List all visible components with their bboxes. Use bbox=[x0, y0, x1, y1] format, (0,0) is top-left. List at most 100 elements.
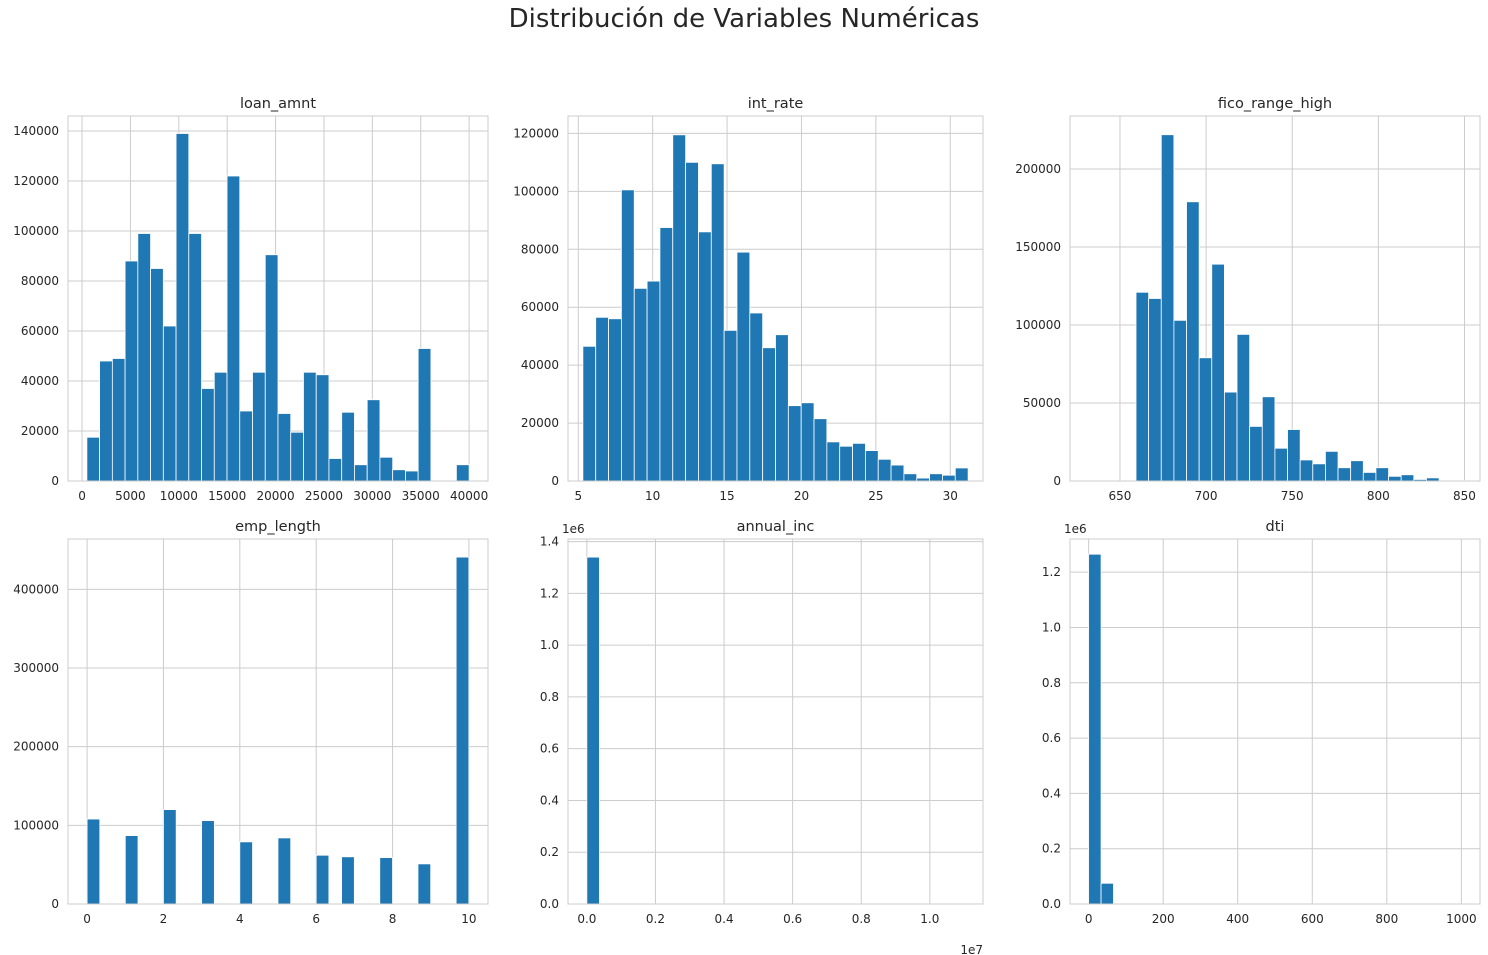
x-tick-label: 0.2 bbox=[646, 912, 665, 926]
histogram-bar bbox=[303, 371, 317, 482]
histogram-bar bbox=[621, 189, 635, 482]
x-tick-label: 10000 bbox=[160, 489, 198, 503]
y-tick-label: 60000 bbox=[521, 300, 559, 314]
x-tick-label: 850 bbox=[1453, 489, 1476, 503]
histogram-bar bbox=[1299, 459, 1314, 482]
histogram-bar bbox=[1100, 882, 1114, 905]
histogram-bar bbox=[582, 345, 597, 482]
x-tick-label: 25000 bbox=[305, 489, 343, 503]
histogram-bar bbox=[800, 402, 815, 482]
histogram-bar bbox=[942, 474, 956, 482]
histogram-bar bbox=[405, 470, 419, 482]
subplot-annual_inc: 0.0 0.2 0.4 0.6 0.8 1.0 0.0 0.2 0.4 0.6 0.8 1.0 1.2 1… bbox=[540, 519, 984, 955]
histogram-bar bbox=[1388, 475, 1402, 482]
histogram-bar bbox=[1375, 467, 1389, 482]
histogram-bar bbox=[787, 405, 802, 482]
x-tick-label: 600 bbox=[1301, 912, 1324, 926]
subplot-title: int_rate bbox=[748, 96, 804, 112]
y-tick-label: 0.2 bbox=[540, 845, 559, 859]
histogram-bar bbox=[903, 473, 918, 482]
histogram-bar bbox=[877, 458, 892, 482]
x-tick-label: 800 bbox=[1375, 912, 1398, 926]
histogram-bar bbox=[1236, 333, 1251, 482]
y-tick-label: 40000 bbox=[521, 358, 559, 372]
histogram-bar bbox=[1287, 429, 1301, 482]
axes-frame bbox=[567, 538, 984, 905]
y-tick-label: 150000 bbox=[1015, 240, 1061, 254]
y-tick-label: 50000 bbox=[1023, 396, 1061, 410]
histogram-bar bbox=[1249, 426, 1263, 482]
histogram-bar bbox=[455, 556, 470, 905]
subplot-title: loan_amnt bbox=[240, 96, 316, 112]
histogram-bar bbox=[1173, 319, 1187, 482]
y-tick-label: 0.0 bbox=[540, 897, 559, 911]
x-tick-label: 20000 bbox=[256, 489, 294, 503]
y-tick-label: 200000 bbox=[13, 740, 59, 754]
y-tick-label: 1.2 bbox=[540, 586, 559, 600]
histogram-bar bbox=[646, 280, 661, 482]
x-tick-label: 650 bbox=[1109, 489, 1132, 503]
histogram-bar bbox=[736, 251, 751, 482]
histogram-bar bbox=[1224, 391, 1238, 482]
y-tick-label: 200000 bbox=[1015, 162, 1061, 176]
x-tick-label: 30000 bbox=[353, 489, 391, 503]
x-tick-label: 0.6 bbox=[783, 912, 802, 926]
axes-frame bbox=[1069, 115, 1481, 482]
histogram-bar bbox=[1160, 134, 1175, 482]
y-tick-label: 0.6 bbox=[1042, 731, 1061, 745]
histogram-bar bbox=[1088, 553, 1102, 905]
x-tick-label: 800 bbox=[1367, 489, 1390, 503]
histogram-bar bbox=[1350, 460, 1364, 482]
y-tick-label: 1.0 bbox=[540, 638, 559, 652]
histogram-bar bbox=[124, 835, 139, 905]
x-tick-label: 4 bbox=[236, 912, 244, 926]
histogram-bar bbox=[162, 325, 177, 482]
y-tick-label: 0.2 bbox=[1042, 842, 1061, 856]
y-tick-label: 40000 bbox=[21, 374, 59, 388]
histogram-bar bbox=[290, 431, 304, 482]
histogram-bar bbox=[1261, 396, 1276, 482]
histogram-bar bbox=[1135, 291, 1150, 482]
histogram-bar bbox=[1148, 298, 1162, 482]
y-tick-label: 100000 bbox=[513, 184, 559, 198]
x-tick-label: 0 bbox=[1085, 912, 1093, 926]
y-tick-label: 120000 bbox=[13, 174, 59, 188]
y-offset-label: 1e6 bbox=[1064, 522, 1087, 536]
histogram-bar bbox=[341, 411, 355, 482]
x-tick-label: 10 bbox=[645, 489, 660, 503]
histogram-bar bbox=[826, 441, 841, 482]
histogram-bar bbox=[685, 161, 699, 482]
subplot-loan_amnt: 0 5000 10000 15000 20000 25000 30000 35000 40000… bbox=[13, 96, 489, 503]
histogram-bar bbox=[239, 841, 253, 905]
subplot-emp_length: 0 2 4 6 8 10 0 100000 200000 300000 400000 emp_leng… bbox=[13, 519, 489, 926]
figure-title: Distribución de Variables Numéricas bbox=[508, 4, 980, 34]
histogram-bar bbox=[277, 413, 292, 482]
histogram-bar bbox=[1211, 263, 1225, 482]
histogram-bar bbox=[595, 316, 609, 482]
y-tick-label: 300000 bbox=[13, 661, 59, 675]
x-tick-label: 40000 bbox=[450, 489, 488, 503]
subplot-title: emp_length bbox=[235, 519, 321, 535]
x-tick-label: 1000 bbox=[1446, 912, 1477, 926]
y-tick-label: 0.8 bbox=[1042, 676, 1061, 690]
x-tick-label: 30 bbox=[943, 489, 958, 503]
x-tick-label: 1.0 bbox=[920, 912, 939, 926]
axes-frame bbox=[67, 538, 489, 905]
histogram-bar bbox=[890, 464, 905, 482]
histogram-bar bbox=[762, 347, 776, 482]
histogram-bar bbox=[455, 464, 470, 482]
histogram-bar bbox=[315, 374, 330, 482]
x-tick-label: 25 bbox=[868, 489, 883, 503]
histogram-bar bbox=[1337, 467, 1352, 482]
histogram-bar bbox=[264, 254, 279, 482]
histogram-bar bbox=[698, 231, 712, 482]
histogram-bar bbox=[749, 312, 764, 482]
histogram-bar bbox=[86, 436, 101, 482]
y-tick-label: 1.0 bbox=[1042, 620, 1061, 634]
histogram-bar bbox=[659, 227, 674, 482]
y-tick-label: 100000 bbox=[13, 224, 59, 238]
y-tick-label: 0 bbox=[1053, 474, 1061, 488]
histogram-bar bbox=[86, 818, 101, 905]
histogram-bar bbox=[954, 467, 969, 482]
